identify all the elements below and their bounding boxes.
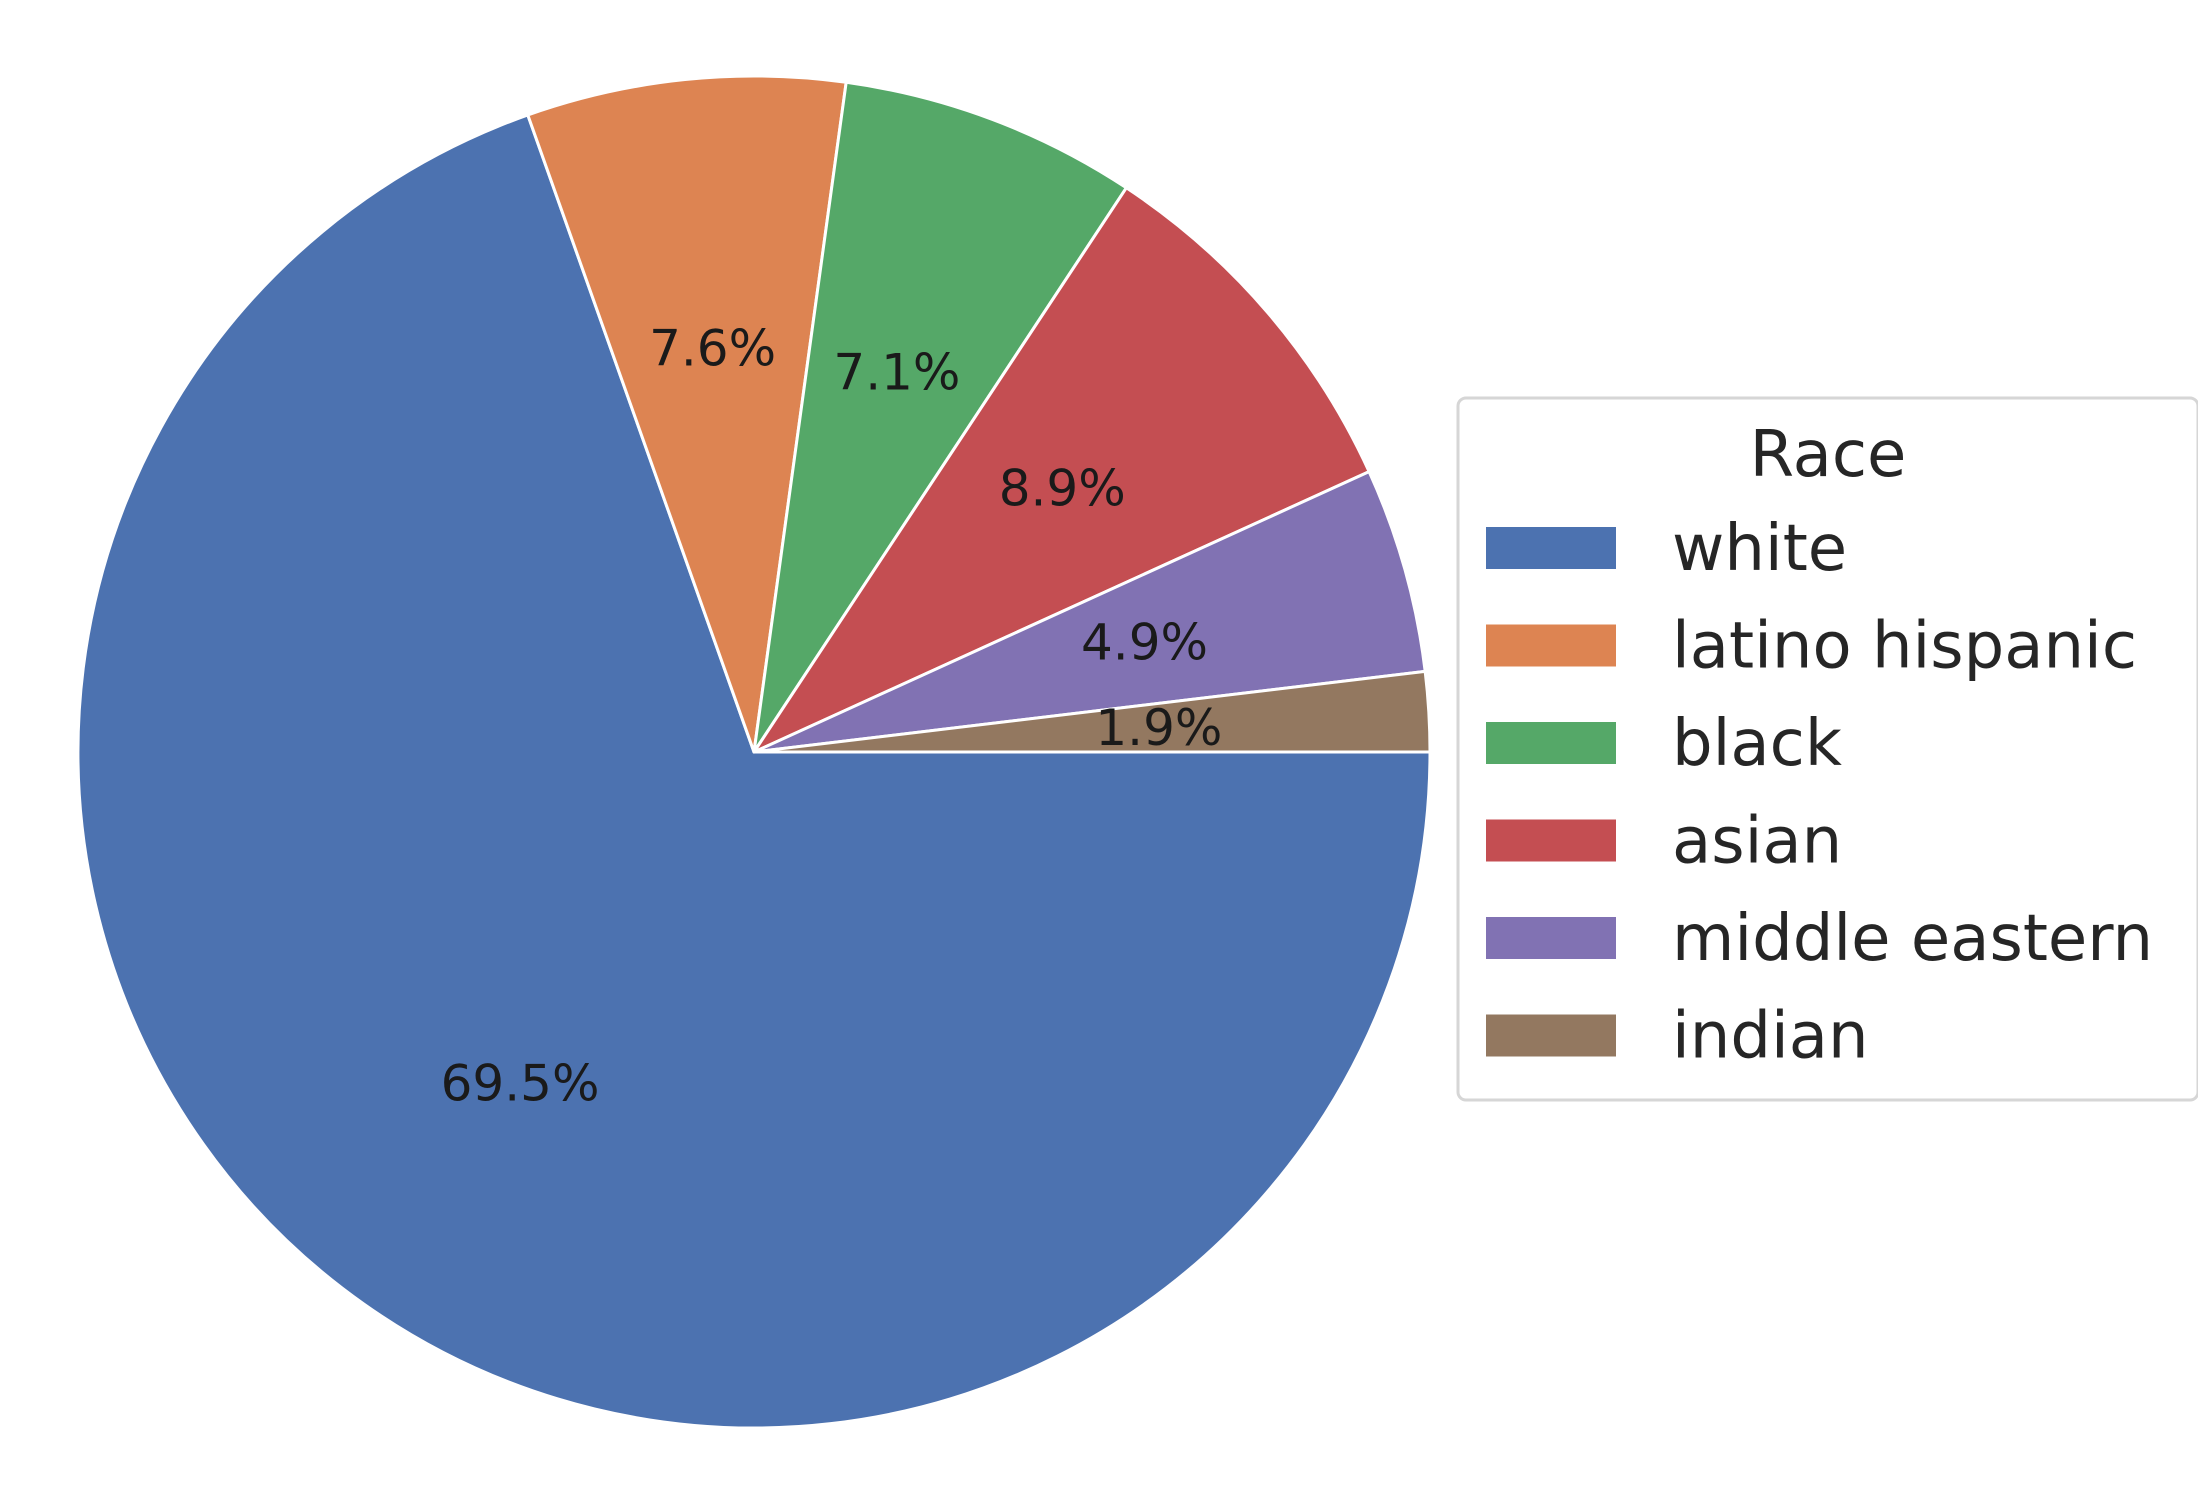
legend-swatch-white [1486,527,1616,569]
legend: Race white latino hispanic black asian middl… [1456,396,2198,1102]
slice-label-latino-hispanic: 7.6% [649,320,776,378]
legend-label-middle-eastern: middle eastern [1672,902,2153,976]
pie-slice-latino-hispanic [526,74,848,754]
legend-item-indian: indian [1486,1000,1869,1074]
legend-item-asian: asian [1486,805,1842,879]
legend-items: white latino hispanic black asian middle eas… [1486,512,2153,1074]
slice-label-indian: 1.9% [1095,699,1222,757]
legend-item-latino-hispanic: latino hispanic [1486,610,2137,684]
legend-title: Race [1750,418,1907,492]
pie-slice-white [76,113,1432,1430]
legend-swatch-latino-hispanic [1486,624,1616,667]
pie-slice-indian [752,669,1432,754]
slice-label-white: 69.5% [441,1054,600,1112]
legend-label-latino-hispanic: latino hispanic [1672,610,2137,684]
pie-slice-asian [752,186,1371,754]
legend-swatch-middle-eastern [1486,917,1616,959]
pie-slice-black [752,80,1128,754]
legend-item-black: black [1486,707,1842,781]
legend-item-middle-eastern: middle eastern [1486,902,2153,976]
slice-label-middle-eastern: 4.9% [1081,613,1208,671]
slice-label-black: 7.1% [833,343,960,401]
legend-swatch-indian [1486,1014,1616,1057]
slice-label-asian: 8.9% [999,459,1126,517]
slice-labels: 69.5% 7.6% 7.1% 8.9% 4.9% 1.9% [441,320,1223,1113]
legend-frame [1456,396,2198,1102]
legend-swatch-black [1486,722,1616,764]
legend-item-white: white [1486,512,1847,586]
legend-label-indian: indian [1672,1000,1869,1074]
legend-swatch-asian [1486,819,1616,862]
legend-label-asian: asian [1672,805,1842,879]
pie-slices [76,74,1432,1430]
legend-label-black: black [1672,707,1842,781]
legend-label-white: white [1672,512,1847,586]
pie-slice-middle-eastern [752,470,1427,754]
